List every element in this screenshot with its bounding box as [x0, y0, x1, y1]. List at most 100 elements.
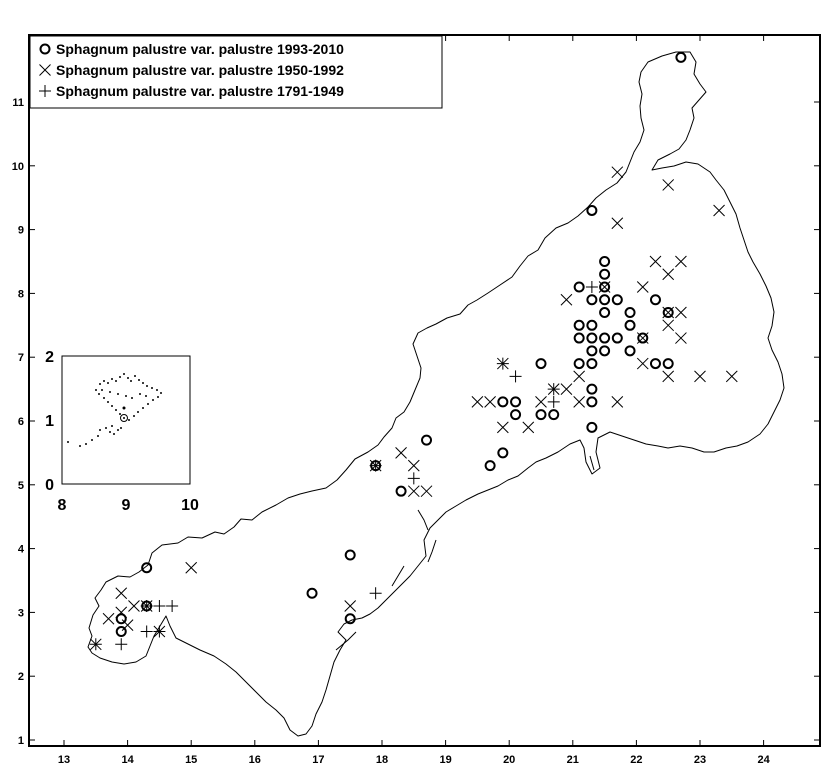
legend-entry: Sphagnum palustre var. palustre 1993-201…	[39, 41, 344, 57]
data-point-x	[611, 217, 624, 230]
data-point-x	[573, 370, 586, 383]
data-point-circle	[586, 396, 598, 408]
data-point-x	[560, 383, 573, 395]
inset-x-tick-label: 10	[181, 497, 199, 514]
data-point-circle	[115, 626, 127, 638]
data-point-circle	[548, 409, 560, 421]
series-1993-2010-markers	[115, 51, 687, 638]
data-point-circle	[510, 409, 522, 421]
data-point-circle	[573, 358, 585, 370]
data-point-circle	[611, 294, 623, 306]
data-point-plus	[407, 472, 420, 485]
data-point-x	[121, 619, 134, 632]
data-point-x	[407, 485, 420, 498]
y-tick-label: 8	[18, 288, 24, 300]
data-point-circle	[395, 485, 407, 497]
data-point-circle	[141, 562, 153, 574]
legend-label: Sphagnum palustre var. palustre 1950-199…	[56, 62, 344, 78]
data-point-circle	[611, 332, 623, 344]
data-point-plus	[140, 600, 153, 613]
data-point-circle	[586, 332, 598, 344]
inset-axis-tick-labels: 8 9 10 0 1 2	[45, 349, 199, 514]
data-point-circle	[586, 358, 598, 370]
data-point-x	[471, 396, 484, 408]
data-point-x	[407, 459, 420, 472]
data-point-plus	[153, 625, 166, 638]
data-point-circle	[624, 319, 636, 331]
data-point-circle	[599, 268, 611, 280]
data-point-x	[662, 179, 675, 191]
coastline	[87, 51, 785, 737]
x-tick-label: 13	[58, 754, 70, 766]
data-point-plus	[547, 383, 560, 396]
y-tick-label: 11	[12, 97, 24, 109]
data-point-plus	[369, 587, 382, 600]
data-point-x	[598, 281, 611, 293]
data-point-x	[496, 421, 509, 434]
data-point-plus	[496, 357, 509, 370]
data-point-x	[611, 396, 624, 408]
data-point-circle	[599, 294, 611, 306]
main-axis-ticks	[29, 35, 820, 746]
data-point-x	[611, 166, 624, 179]
data-point-plus	[166, 600, 179, 613]
data-point-circle	[586, 383, 598, 395]
data-point-circle	[637, 332, 649, 344]
data-point-x	[662, 370, 675, 383]
legend-marker-plus	[39, 85, 51, 97]
y-tick-label: 9	[18, 225, 24, 237]
data-point-x	[713, 204, 725, 217]
data-point-circle	[586, 345, 598, 357]
x-tick-label: 14	[121, 754, 134, 766]
data-point-x	[662, 319, 675, 332]
data-point-circle	[484, 460, 496, 472]
legend: Sphagnum palustre var. palustre 1993-201…	[29, 35, 443, 109]
y-tick-label: 10	[12, 161, 24, 173]
data-point-circle	[535, 409, 547, 421]
data-point-x	[560, 293, 573, 306]
legend-marker-x	[39, 64, 51, 76]
data-point-plus	[369, 459, 382, 472]
inset-x-tick-label: 8	[58, 497, 67, 514]
y-tick-label: 1	[18, 735, 24, 747]
inset-y-tick-label: 1	[45, 413, 54, 430]
data-point-circle	[662, 307, 674, 319]
data-point-x	[128, 600, 140, 612]
data-point-x	[675, 255, 687, 268]
inset-y-tick-label: 2	[45, 349, 54, 366]
y-tick-label: 5	[18, 480, 24, 492]
data-point-circle	[586, 319, 598, 331]
y-tick-label: 2	[18, 671, 24, 683]
data-point-x	[115, 587, 128, 600]
data-point-x	[649, 255, 662, 268]
legend-entry: Sphagnum palustre var. palustre 1791-194…	[39, 83, 344, 99]
data-point-circle	[624, 307, 636, 319]
plot-frame	[28, 34, 821, 747]
y-tick-label: 6	[18, 416, 24, 428]
inset-highlight-circle	[120, 414, 128, 422]
inset-x-tick-label: 9	[122, 497, 131, 514]
data-point-x	[185, 561, 198, 574]
data-point-circle	[535, 358, 547, 370]
data-point-x	[115, 606, 128, 619]
data-point-circle	[599, 256, 611, 267]
data-point-circle	[497, 447, 509, 459]
data-point-plus	[89, 638, 102, 651]
legend-label: Sphagnum palustre var. palustre 1791-194…	[56, 83, 344, 99]
y-tick-label: 7	[18, 352, 24, 364]
data-point-circle	[115, 613, 127, 625]
data-point-x	[522, 421, 535, 434]
estuary-inlet	[335, 455, 595, 651]
data-point-x	[484, 396, 496, 408]
data-point-x	[573, 396, 586, 408]
series-1950-1992-markers	[89, 166, 738, 651]
data-point-circle	[344, 613, 356, 625]
data-point-circle	[586, 204, 598, 216]
data-point-x	[725, 370, 738, 383]
data-point-plus	[585, 281, 598, 294]
data-point-circle	[344, 549, 356, 561]
data-point-circle	[306, 587, 318, 599]
x-tick-label: 22	[630, 754, 642, 766]
data-point-circle	[573, 319, 585, 331]
